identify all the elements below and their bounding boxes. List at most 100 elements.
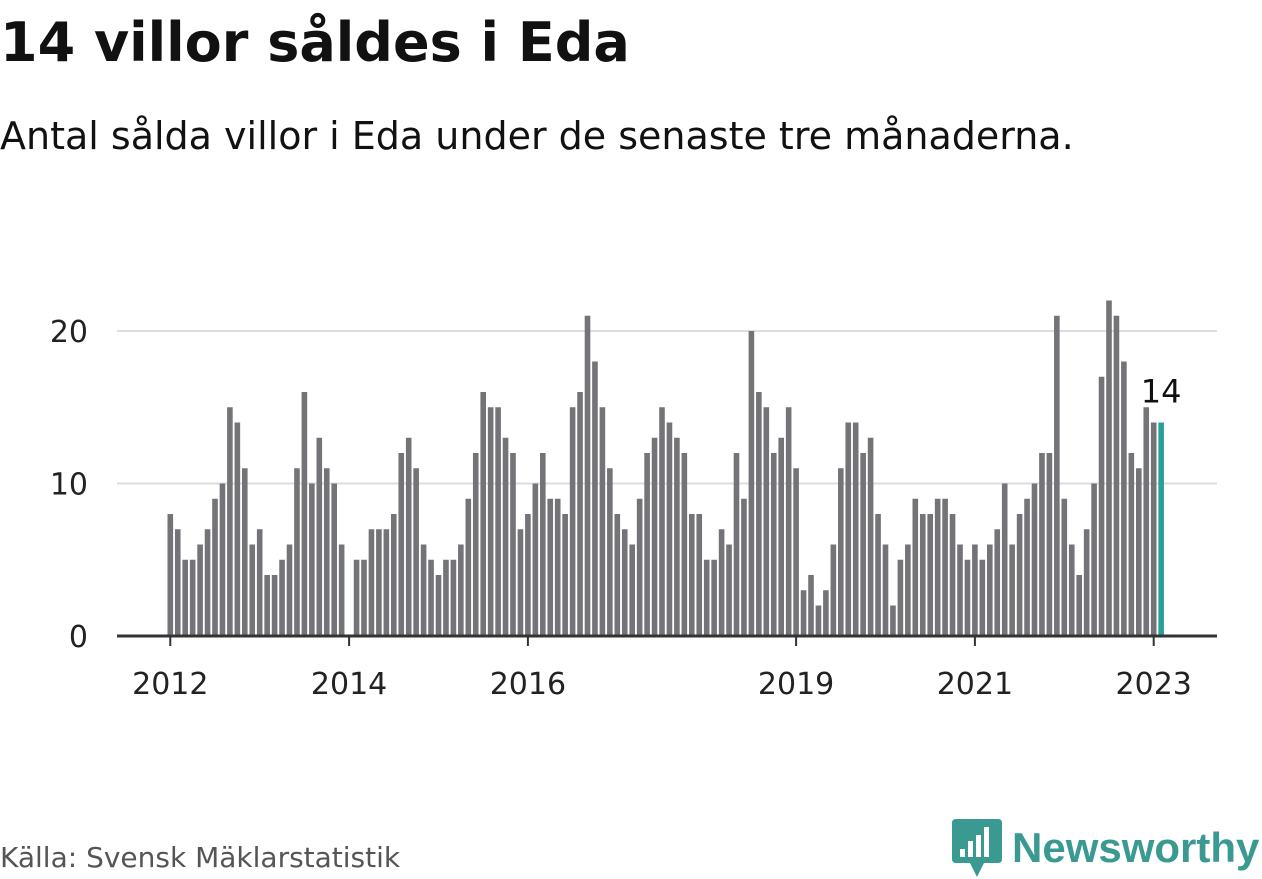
bar: [450, 559, 457, 636]
bar: [502, 437, 509, 636]
bar: [167, 514, 174, 636]
bar: [309, 483, 315, 636]
bar: [540, 453, 546, 636]
bar: [614, 514, 621, 636]
x-tick-label-2023: 2023: [1116, 667, 1192, 702]
bar: [599, 407, 606, 636]
bar: [681, 453, 688, 636]
bar: [413, 468, 419, 636]
bar: [718, 529, 725, 636]
bar: [532, 483, 539, 636]
bar: [808, 575, 814, 636]
bar: [830, 544, 837, 636]
bar: [286, 544, 293, 636]
bar: [912, 498, 919, 636]
bar: [666, 422, 673, 636]
bar: [189, 559, 196, 636]
bar: [316, 437, 323, 636]
bar: [1128, 453, 1135, 636]
logo-wordmark: Newsworthy: [1012, 824, 1260, 871]
bar: [294, 468, 300, 636]
bar: [212, 498, 218, 636]
bar: [465, 498, 472, 636]
bar: [361, 559, 367, 636]
bar: [949, 514, 956, 636]
bar: [659, 407, 665, 636]
bar: [979, 559, 986, 636]
bar: [1121, 361, 1127, 636]
bar: [733, 453, 740, 636]
bar-chart-badge-icon: [952, 819, 1002, 877]
bar: [510, 453, 516, 636]
bar: [1113, 315, 1120, 636]
bar: [323, 468, 330, 636]
bar: [815, 605, 822, 636]
bar: [472, 453, 479, 636]
bar: [554, 498, 561, 636]
bar: [458, 544, 464, 636]
bar: [1136, 468, 1142, 636]
bar: [1046, 453, 1053, 636]
bar: [1024, 498, 1030, 636]
bar: [1083, 529, 1090, 636]
bar: [227, 407, 233, 636]
bar: [256, 529, 263, 636]
x-tick-label-2012: 2012: [132, 667, 208, 702]
bar-highlight: [1158, 422, 1164, 636]
bar: [435, 575, 442, 636]
bar: [838, 468, 844, 636]
bar: [1076, 575, 1082, 636]
bar: [1150, 422, 1157, 636]
bar: [174, 529, 181, 636]
bar: [763, 407, 770, 636]
bar: [383, 529, 390, 636]
bar: [1054, 315, 1060, 636]
chart-title: 14 villor såldes i Eda: [0, 11, 630, 74]
bar: [741, 498, 747, 636]
bar: [569, 407, 576, 636]
bar: [443, 559, 449, 636]
bar: [800, 590, 807, 636]
bar: [845, 422, 852, 636]
bar: [785, 407, 792, 636]
bar: [525, 514, 531, 636]
bars: [167, 300, 1164, 636]
x-tick-label-2014: 2014: [311, 667, 387, 702]
bar: [867, 437, 874, 636]
bar: [420, 544, 427, 636]
bar: [890, 605, 896, 636]
bar: [428, 559, 434, 636]
bar: [219, 483, 226, 636]
bar: [748, 331, 755, 636]
bar: [689, 514, 695, 636]
newsworthy-logo: Newsworthy: [952, 818, 1259, 878]
bar: [607, 468, 613, 636]
bar: [994, 529, 1001, 636]
bar: [934, 498, 941, 636]
source-note: Källa: Svensk Mäklarstatistik: [0, 841, 401, 874]
highlight-value-label: 14: [1141, 373, 1182, 411]
bar: [1039, 453, 1045, 636]
bar: [1143, 407, 1150, 636]
bar: [651, 437, 658, 636]
bar: [972, 544, 978, 636]
x-tick-label-2021: 2021: [937, 667, 1013, 702]
bar: [882, 544, 889, 636]
bar: [301, 392, 308, 636]
x-tick-label-2016: 2016: [490, 667, 566, 702]
bar: [1031, 483, 1038, 636]
y-tick-label-20: 20: [50, 315, 88, 350]
bar: [577, 392, 583, 636]
bar: [726, 544, 732, 636]
bar: [353, 559, 360, 636]
bar: [629, 544, 635, 636]
bar: [711, 559, 717, 636]
bar: [264, 575, 270, 636]
bar: [957, 544, 963, 636]
bar: [1001, 483, 1008, 636]
bar: [927, 514, 933, 636]
bar: [964, 559, 971, 636]
bar: [182, 559, 188, 636]
